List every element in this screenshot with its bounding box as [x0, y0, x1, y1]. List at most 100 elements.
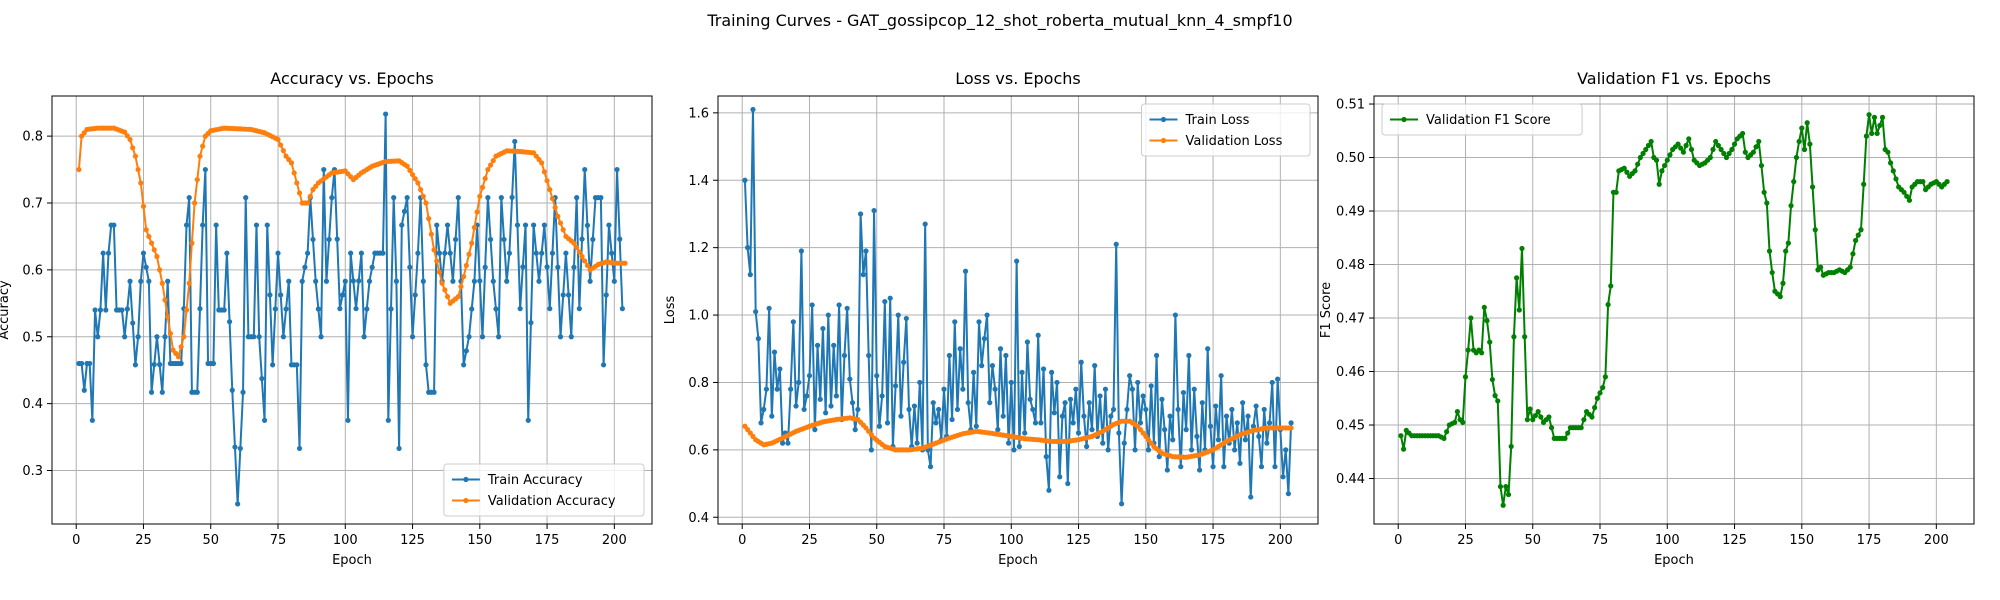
data-point	[1661, 162, 1668, 169]
data-point	[1809, 184, 1816, 190]
data-point	[1172, 312, 1178, 318]
data-point	[345, 417, 351, 423]
data-point	[105, 250, 112, 256]
data-point	[1855, 232, 1861, 238]
data-point	[1890, 168, 1896, 174]
data-point	[461, 273, 467, 280]
data-point	[779, 440, 786, 446]
data-point	[1084, 443, 1090, 450]
data-point	[1489, 376, 1495, 383]
data-point	[812, 427, 818, 433]
data-point	[1129, 386, 1135, 392]
data-point	[442, 250, 448, 256]
x-tick-label: 200	[1268, 533, 1293, 548]
data-point	[1621, 165, 1627, 171]
data-point	[766, 305, 772, 311]
data-point	[146, 233, 152, 240]
data-point	[560, 227, 566, 233]
data-point	[1613, 189, 1619, 195]
data-point	[1110, 406, 1117, 413]
data-point	[1648, 138, 1654, 145]
data-point	[1038, 420, 1044, 426]
x-tick-label: 0	[72, 533, 80, 548]
data-point	[157, 361, 163, 368]
data-point	[1769, 269, 1775, 276]
data-point	[785, 440, 791, 446]
data-point	[1578, 425, 1584, 431]
data-point	[1656, 181, 1662, 187]
data-point	[1602, 374, 1608, 380]
data-point	[1944, 179, 1950, 185]
data-point	[965, 400, 971, 406]
data-point	[539, 160, 545, 166]
x-tick-label: 100	[1655, 533, 1680, 548]
data-point	[1807, 141, 1813, 147]
data-point	[1514, 275, 1520, 281]
data-point	[1710, 146, 1716, 153]
data-point	[1535, 409, 1541, 415]
data-point	[450, 278, 456, 284]
data-point	[280, 148, 286, 154]
data-point	[1750, 149, 1756, 155]
data-point	[957, 346, 963, 352]
data-point	[892, 383, 899, 389]
data-point	[1793, 154, 1800, 161]
data-point	[1853, 237, 1859, 244]
data-point	[758, 420, 764, 426]
data-point	[1468, 315, 1474, 321]
data-point	[420, 193, 426, 199]
data-point	[1713, 138, 1719, 145]
data-point	[866, 352, 872, 359]
data-point	[933, 420, 939, 426]
data-point	[1100, 440, 1106, 446]
data-point	[487, 162, 494, 168]
y-tick-label: 0.4	[688, 511, 709, 526]
data-point	[1164, 467, 1170, 473]
data-point	[1030, 406, 1036, 413]
data-point	[576, 306, 582, 312]
data-point	[1920, 179, 1926, 185]
data-point	[1183, 427, 1189, 433]
data-point	[1024, 339, 1031, 345]
data-point	[1740, 130, 1746, 137]
data-point	[154, 334, 160, 340]
data-point	[1801, 146, 1808, 153]
data-point	[444, 222, 451, 228]
data-point	[202, 166, 208, 173]
data-point	[952, 319, 958, 325]
data-point	[122, 129, 128, 135]
data-point	[280, 334, 286, 340]
y-axis-label: Loss	[663, 296, 678, 325]
data-point	[162, 297, 168, 303]
data-point	[323, 278, 330, 284]
data-point	[485, 166, 491, 173]
data-point	[584, 262, 591, 269]
y-tick-label: 1.2	[688, 241, 709, 256]
data-point	[436, 250, 443, 256]
data-point	[1153, 352, 1160, 359]
data-point	[884, 420, 891, 426]
data-point	[315, 306, 321, 312]
data-point	[1632, 168, 1638, 174]
x-tick-label: 75	[936, 533, 953, 548]
data-point	[122, 334, 128, 340]
data-point	[1027, 396, 1033, 402]
data-point	[1565, 430, 1571, 436]
data-point	[809, 302, 815, 308]
y-tick-label: 0.8	[688, 376, 709, 391]
data-point	[1237, 460, 1243, 466]
data-point	[232, 444, 238, 450]
data-point	[251, 334, 257, 340]
x-tick-label: 50	[202, 533, 219, 548]
data-point	[541, 169, 547, 175]
legend: Validation F1 Score	[1381, 103, 1583, 136]
data-point	[192, 200, 198, 206]
data-point	[1756, 138, 1762, 145]
data-point	[135, 334, 141, 340]
data-point	[804, 393, 810, 399]
data-point	[936, 406, 942, 413]
data-point	[391, 195, 397, 201]
data-point	[482, 264, 488, 270]
x-axis-label: Epoch	[998, 553, 1038, 568]
data-point	[1495, 398, 1501, 404]
